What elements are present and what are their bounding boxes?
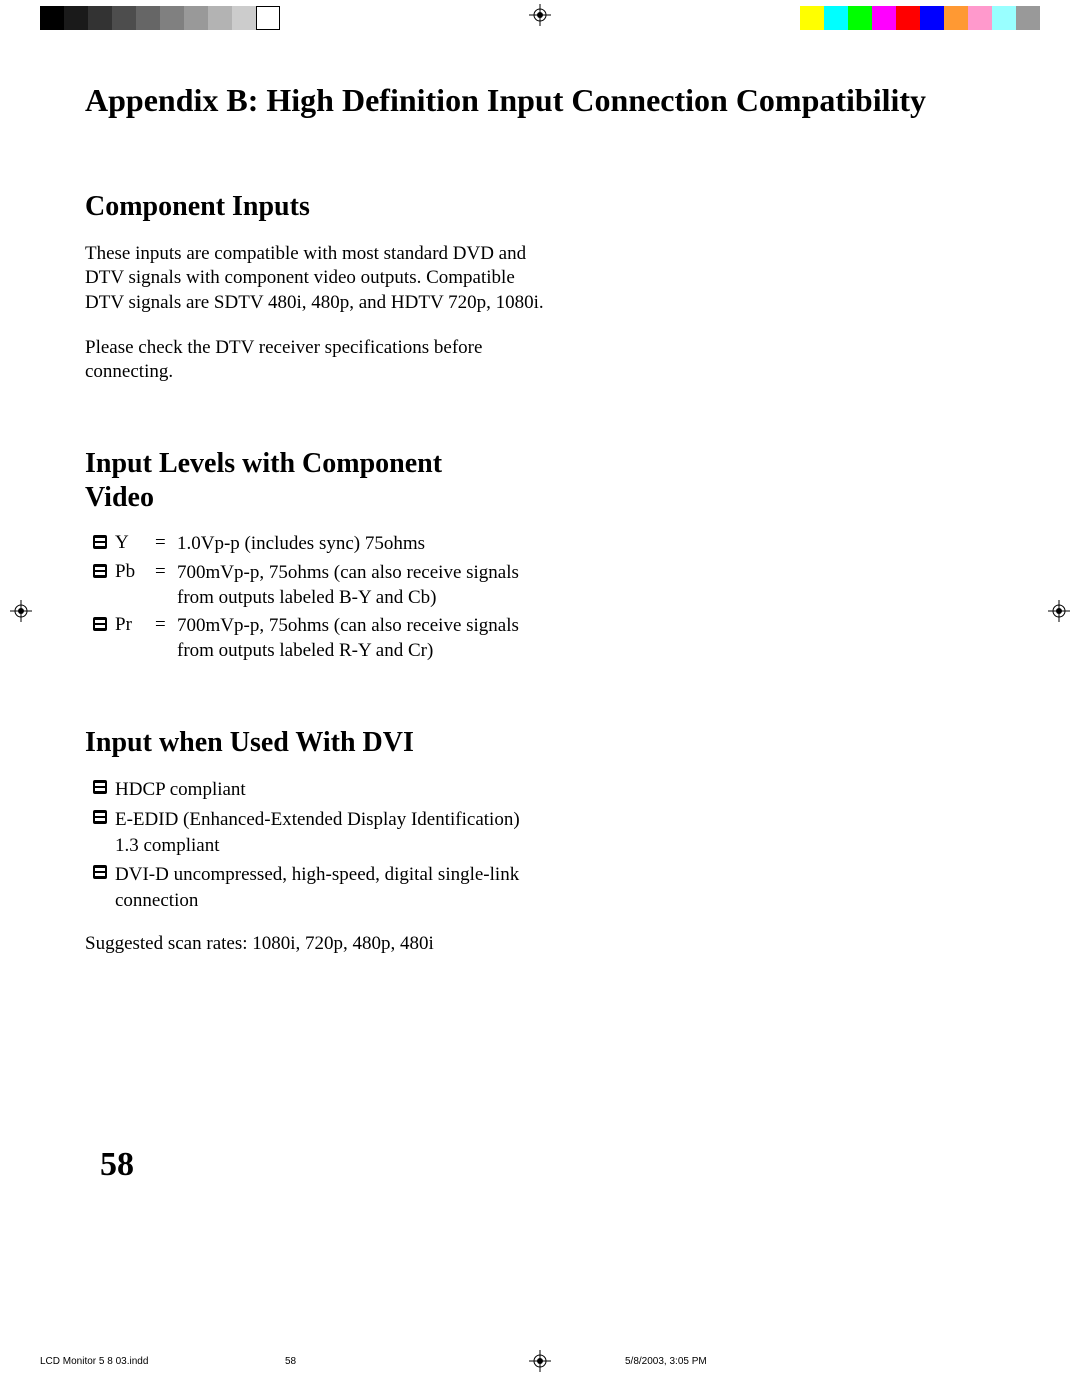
signal-label: Pr bbox=[115, 614, 155, 636]
bullet-icon bbox=[93, 780, 107, 794]
footer-page: 58 bbox=[285, 1356, 296, 1367]
color-swatch bbox=[872, 6, 896, 30]
signal-value: 700mVp-p, 75ohms (can also receive signa… bbox=[177, 561, 537, 610]
list-item: DVI-D uncompressed, high-speed, digital … bbox=[85, 862, 965, 913]
content: Appendix B: High Definition Input Connec… bbox=[85, 80, 965, 955]
gray-swatch bbox=[256, 6, 280, 30]
list-item-text: DVI-D uncompressed, high-speed, digital … bbox=[115, 862, 545, 913]
spec-row: Pr = 700mVp-p, 75ohms (can also receive … bbox=[85, 614, 965, 663]
color-swatch bbox=[968, 6, 992, 30]
registration-mark-icon bbox=[529, 4, 551, 26]
list-item: HDCP compliant bbox=[85, 777, 965, 803]
bullet-icon bbox=[93, 535, 107, 549]
page: Appendix B: High Definition Input Connec… bbox=[0, 0, 1080, 1374]
gray-swatch bbox=[40, 6, 64, 30]
spec-row: Y = 1.0Vp-p (includes sync) 75ohms bbox=[85, 532, 965, 557]
gray-swatch bbox=[64, 6, 88, 30]
section-dvi: Input when Used With DVI HDCP compliant … bbox=[85, 726, 965, 956]
section-heading-component-inputs: Component Inputs bbox=[85, 190, 965, 224]
gray-swatch bbox=[88, 6, 112, 30]
equals-sign: = bbox=[155, 561, 177, 583]
gray-swatch bbox=[232, 6, 256, 30]
signal-value: 1.0Vp-p (includes sync) 75ohms bbox=[177, 532, 425, 557]
section-heading-input-levels: Input Levels with Component Video bbox=[85, 447, 505, 514]
color-swatch bbox=[824, 6, 848, 30]
gray-swatch bbox=[184, 6, 208, 30]
equals-sign: = bbox=[155, 614, 177, 636]
registration-mark-icon bbox=[10, 600, 32, 622]
bullet-icon bbox=[93, 617, 107, 631]
registration-mark-icon bbox=[1048, 600, 1070, 622]
color-swatch bbox=[848, 6, 872, 30]
suggested-scan-rates: Suggested scan rates: 1080i, 720p, 480p,… bbox=[85, 933, 965, 955]
list-item-text: HDCP compliant bbox=[115, 777, 246, 803]
footer-date: 5/8/2003, 3:05 PM bbox=[625, 1356, 707, 1367]
gray-swatch bbox=[112, 6, 136, 30]
gray-swatch bbox=[208, 6, 232, 30]
bullet-icon bbox=[93, 810, 107, 824]
signal-label: Y bbox=[115, 532, 155, 554]
color-swatch bbox=[944, 6, 968, 30]
paragraph: These inputs are compatible with most st… bbox=[85, 242, 545, 316]
signal-value: 700mVp-p, 75ohms (can also receive signa… bbox=[177, 614, 537, 663]
color-swatch bbox=[1016, 6, 1040, 30]
page-title: Appendix B: High Definition Input Connec… bbox=[85, 80, 965, 120]
section-input-levels: Input Levels with Component Video Y = 1.… bbox=[85, 447, 965, 664]
paragraph: Please check the DTV receiver specificat… bbox=[85, 336, 545, 385]
color-step-wedge bbox=[800, 6, 1040, 30]
gray-step-wedge bbox=[40, 6, 280, 30]
bullet-icon bbox=[93, 564, 107, 578]
color-swatch bbox=[800, 6, 824, 30]
list-item-text: E-EDID (Enhanced-Extended Display Identi… bbox=[115, 807, 545, 858]
gray-swatch bbox=[160, 6, 184, 30]
color-swatch bbox=[920, 6, 944, 30]
signal-label: Pb bbox=[115, 561, 155, 583]
footer: LCD Monitor 5 8 03.indd 58 5/8/2003, 3:0… bbox=[40, 1352, 1040, 1370]
color-swatch bbox=[896, 6, 920, 30]
color-swatch bbox=[992, 6, 1016, 30]
footer-doc-name: LCD Monitor 5 8 03.indd bbox=[40, 1356, 148, 1367]
spec-row: Pb = 700mVp-p, 75ohms (can also receive … bbox=[85, 561, 965, 610]
gray-swatch bbox=[136, 6, 160, 30]
list-item: E-EDID (Enhanced-Extended Display Identi… bbox=[85, 807, 965, 858]
equals-sign: = bbox=[155, 532, 177, 554]
section-heading-dvi: Input when Used With DVI bbox=[85, 726, 965, 760]
bullet-icon bbox=[93, 865, 107, 879]
page-number: 58 bbox=[100, 1146, 134, 1184]
